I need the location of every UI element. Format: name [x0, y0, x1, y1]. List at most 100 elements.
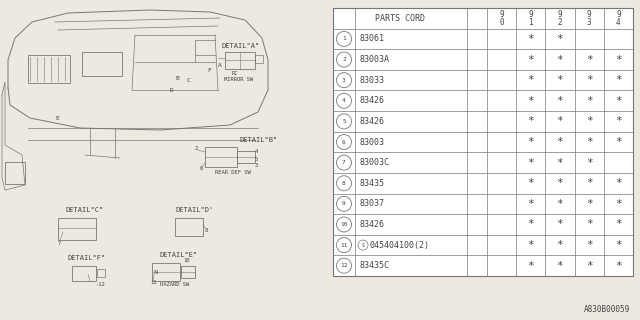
Text: 4: 4: [342, 98, 346, 103]
Text: 8: 8: [205, 228, 208, 233]
Text: *: *: [557, 75, 563, 85]
Text: *: *: [615, 199, 622, 209]
Text: 7: 7: [342, 160, 346, 165]
Text: DETAIL"F": DETAIL"F": [68, 255, 106, 261]
Bar: [82, 52, 122, 76]
Text: B: B: [175, 76, 179, 81]
Text: DETAIL"D': DETAIL"D': [175, 207, 213, 213]
Text: 83033: 83033: [359, 76, 384, 85]
Text: 83037: 83037: [359, 199, 384, 208]
Text: S: S: [362, 243, 364, 248]
Text: A830B00059: A830B00059: [584, 305, 630, 314]
Text: F: F: [207, 68, 211, 73]
Text: 83426: 83426: [359, 117, 384, 126]
Text: *: *: [557, 178, 563, 188]
Text: REAR DEF SW: REAR DEF SW: [215, 170, 251, 174]
Text: *: *: [586, 75, 593, 85]
Text: D: D: [170, 87, 173, 92]
Text: C: C: [187, 77, 191, 83]
Text: *: *: [527, 75, 534, 85]
Text: *: *: [527, 116, 534, 126]
Text: 9
4: 9 4: [616, 10, 621, 27]
Bar: [181, 266, 195, 278]
Text: *: *: [586, 220, 593, 229]
Text: 9
2: 9 2: [557, 10, 563, 27]
Text: *: *: [557, 54, 563, 65]
Text: 6: 6: [200, 165, 204, 171]
Text: DETAIL"C": DETAIL"C": [65, 207, 103, 213]
Text: *: *: [586, 261, 593, 271]
Text: 83426: 83426: [359, 220, 384, 229]
Text: *: *: [527, 96, 534, 106]
Text: *: *: [557, 96, 563, 106]
Text: 1: 1: [342, 36, 346, 41]
Text: 9: 9: [342, 201, 346, 206]
Text: -12: -12: [95, 282, 105, 286]
Text: *: *: [586, 96, 593, 106]
Text: 6: 6: [342, 140, 346, 145]
Text: 10: 10: [340, 222, 348, 227]
Text: *: *: [615, 240, 622, 250]
Text: *: *: [527, 240, 534, 250]
Text: *: *: [615, 137, 622, 147]
Text: HAZARD SW: HAZARD SW: [160, 283, 189, 287]
Text: *: *: [557, 116, 563, 126]
Text: 83003: 83003: [359, 138, 384, 147]
Text: *: *: [557, 137, 563, 147]
Text: 2: 2: [195, 146, 198, 150]
Text: *: *: [527, 178, 534, 188]
Text: *: *: [557, 199, 563, 209]
Bar: [205, 147, 237, 167]
Text: *: *: [527, 261, 534, 271]
Text: *: *: [527, 34, 534, 44]
Text: *: *: [586, 116, 593, 126]
Text: 4: 4: [255, 148, 259, 154]
Text: 83003A: 83003A: [359, 55, 389, 64]
Text: *: *: [557, 220, 563, 229]
Text: 83426: 83426: [359, 96, 384, 105]
Text: *: *: [527, 137, 534, 147]
Text: 3: 3: [255, 163, 259, 167]
Text: A: A: [218, 62, 221, 68]
Text: *: *: [586, 178, 593, 188]
Text: 83435: 83435: [359, 179, 384, 188]
Text: 10: 10: [183, 259, 189, 263]
Text: 11: 11: [340, 243, 348, 248]
Text: 9
0: 9 0: [499, 10, 504, 27]
Text: PARTS CORD: PARTS CORD: [375, 14, 425, 23]
Bar: [5, 162, 25, 184]
Text: *: *: [586, 240, 593, 250]
Text: *: *: [557, 34, 563, 44]
Text: 5: 5: [342, 119, 346, 124]
Bar: [97, 269, 105, 277]
Text: MIRROR SW: MIRROR SW: [224, 76, 253, 82]
Text: 11: 11: [150, 281, 157, 285]
Text: *: *: [615, 54, 622, 65]
Text: *: *: [586, 158, 593, 168]
Bar: [152, 263, 180, 281]
Text: 7: 7: [58, 241, 61, 245]
Text: 9
1: 9 1: [529, 10, 533, 27]
Text: *: *: [615, 261, 622, 271]
Text: DETAIL"B": DETAIL"B": [240, 137, 278, 143]
Text: 2: 2: [342, 57, 346, 62]
Text: *: *: [527, 54, 534, 65]
Text: 83061: 83061: [359, 35, 384, 44]
Text: *: *: [615, 96, 622, 106]
Text: 045404100(2): 045404100(2): [370, 241, 430, 250]
Text: 9
3: 9 3: [587, 10, 591, 27]
Text: 3: 3: [342, 78, 346, 83]
Bar: [28, 55, 70, 83]
Text: 83435C: 83435C: [359, 261, 389, 270]
Bar: [255, 55, 263, 63]
Text: E: E: [55, 116, 59, 121]
Bar: [237, 151, 255, 163]
Bar: [225, 52, 255, 69]
Text: 12: 12: [340, 263, 348, 268]
Text: *: *: [615, 116, 622, 126]
Text: *: *: [527, 220, 534, 229]
Bar: [333, 8, 633, 276]
Text: *: *: [557, 240, 563, 250]
Text: 8: 8: [342, 181, 346, 186]
Bar: [72, 266, 96, 281]
